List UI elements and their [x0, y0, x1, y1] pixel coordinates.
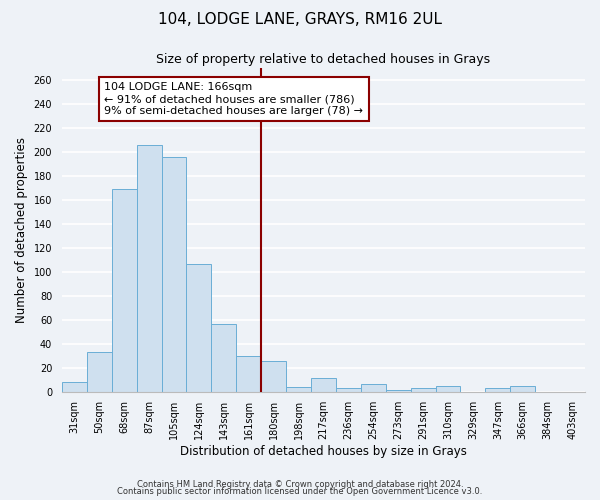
- Bar: [236, 356, 261, 392]
- Y-axis label: Number of detached properties: Number of detached properties: [15, 137, 28, 323]
- Bar: [187, 264, 211, 392]
- Title: Size of property relative to detached houses in Grays: Size of property relative to detached ho…: [157, 52, 491, 66]
- Text: 104 LODGE LANE: 166sqm
← 91% of detached houses are smaller (786)
9% of semi-det: 104 LODGE LANE: 166sqm ← 91% of detached…: [104, 82, 363, 116]
- Bar: [386, 390, 410, 392]
- X-axis label: Distribution of detached houses by size in Grays: Distribution of detached houses by size …: [180, 444, 467, 458]
- Bar: [137, 145, 161, 392]
- Bar: [436, 386, 460, 392]
- Bar: [161, 157, 187, 392]
- Bar: [211, 324, 236, 392]
- Bar: [361, 384, 386, 392]
- Bar: [485, 388, 510, 392]
- Bar: [261, 360, 286, 392]
- Bar: [311, 378, 336, 392]
- Bar: [62, 382, 87, 392]
- Bar: [336, 388, 361, 392]
- Text: 104, LODGE LANE, GRAYS, RM16 2UL: 104, LODGE LANE, GRAYS, RM16 2UL: [158, 12, 442, 28]
- Bar: [286, 387, 311, 392]
- Bar: [510, 386, 535, 392]
- Text: Contains HM Land Registry data © Crown copyright and database right 2024.: Contains HM Land Registry data © Crown c…: [137, 480, 463, 489]
- Bar: [87, 352, 112, 392]
- Bar: [112, 189, 137, 392]
- Bar: [410, 388, 436, 392]
- Text: Contains public sector information licensed under the Open Government Licence v3: Contains public sector information licen…: [118, 487, 482, 496]
